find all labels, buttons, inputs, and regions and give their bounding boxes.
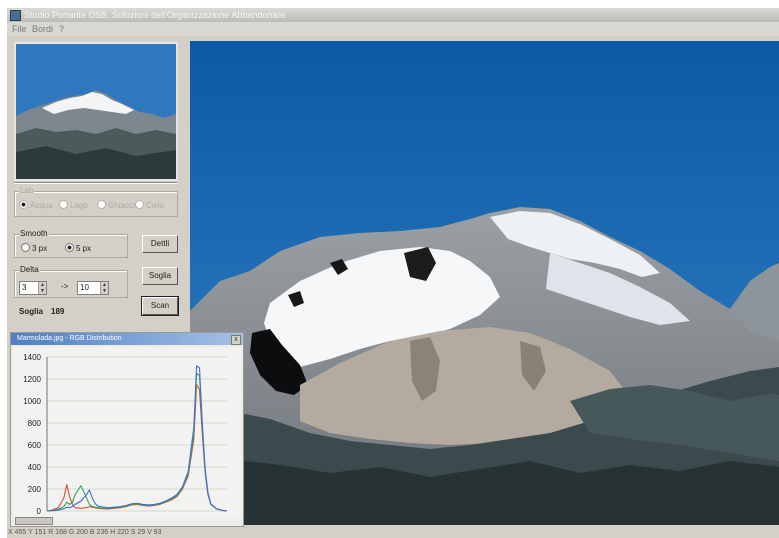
y-tick-label: 0: [37, 507, 42, 516]
smooth-option-3px[interactable]: 3 px: [21, 243, 47, 253]
level-group: Lab Acqua Lago Ghiaccio Cielo: [14, 186, 178, 217]
delta-from-value: 3: [22, 283, 27, 292]
smooth-option-5px[interactable]: 5 px: [65, 243, 91, 253]
delta-to-value: 10: [80, 283, 89, 292]
scan-button[interactable]: Scan: [141, 296, 179, 316]
histogram-title-bar[interactable]: Marmolada.jpg - RGB Distribution x: [11, 333, 243, 345]
menu-bordi[interactable]: Bordi: [32, 24, 54, 34]
threshold-button[interactable]: Soglia: [142, 267, 178, 285]
delta-from-stepper[interactable]: 3 ▲ ▼: [19, 281, 47, 295]
mountain-image: [190, 41, 779, 525]
histogram-chart: 0 200 400 600 800 1000 1200 1400: [23, 353, 228, 516]
menu-file[interactable]: File: [12, 24, 27, 34]
level-option-2[interactable]: Ghiaccio: [97, 200, 139, 210]
y-tick-label: 800: [28, 419, 42, 428]
smooth-group: Smooth 3 px 5 px: [14, 229, 128, 258]
y-tick-label: 1000: [23, 397, 41, 406]
title-bar: Studio Portante DSB, Soluzioni dell'Orga…: [7, 8, 779, 22]
level-option-0[interactable]: Acqua: [19, 200, 53, 210]
delta-separator: ->: [61, 282, 69, 291]
menu-bar: File Bordi ?: [7, 22, 779, 36]
status-text: X 455 Y 151 R 168 G 200 B 236 H 220 S 29…: [8, 529, 162, 536]
stepper-arrows-icon[interactable]: ▲ ▼: [38, 282, 46, 294]
histogram-title: Marmolada.jpg - RGB Distribution: [17, 335, 122, 342]
level-option-3[interactable]: Cielo: [135, 200, 164, 210]
histogram-plot: 0 200 400 600 800 1000 1200 1400: [13, 347, 241, 519]
thumbnail-preview: [14, 42, 178, 181]
histogram-window[interactable]: Marmolada.jpg - RGB Distribution x 0 200 4…: [10, 332, 244, 527]
menu-help[interactable]: ?: [59, 24, 65, 34]
y-tick-label: 200: [28, 485, 42, 494]
detail-button[interactable]: Dettli: [142, 235, 178, 253]
horizontal-scrollbar[interactable]: [15, 517, 53, 525]
app-icon[interactable]: [10, 10, 21, 21]
y-tick-label: 1200: [23, 375, 41, 384]
level-option-1[interactable]: Lago: [59, 200, 88, 210]
thumbnail-image: [16, 44, 176, 179]
histogram-series-0: [46, 383, 228, 512]
main-window: Studio Portante DSB, Soluzioni dell'Orga…: [7, 8, 779, 538]
smooth-group-caption: Smooth: [19, 229, 49, 238]
histogram-series-1: [46, 372, 228, 512]
delta-group: Delta 3 ▲ ▼ -> 10 ▲ ▼: [14, 265, 128, 298]
stepper-arrows-icon[interactable]: ▲ ▼: [100, 282, 108, 294]
status-bar: X 455 Y 151 R 168 G 200 B 236 H 220 S 29…: [7, 528, 779, 538]
y-tick-label: 600: [28, 441, 42, 450]
threshold-value: 189: [51, 307, 65, 316]
level-group-caption: Lab: [19, 186, 35, 195]
delta-group-caption: Delta: [19, 265, 40, 274]
delta-to-stepper[interactable]: 10 ▲ ▼: [77, 281, 109, 295]
y-tick-label: 1400: [23, 353, 41, 362]
main-image-view[interactable]: [190, 41, 779, 525]
close-icon[interactable]: x: [231, 335, 241, 345]
separator: [14, 182, 177, 184]
histogram-series-2: [46, 365, 228, 512]
threshold-label: Soglia: [19, 307, 44, 316]
window-title: Studio Portante DSB, Soluzioni dell'Orga…: [24, 10, 286, 20]
y-tick-label: 400: [28, 463, 42, 472]
